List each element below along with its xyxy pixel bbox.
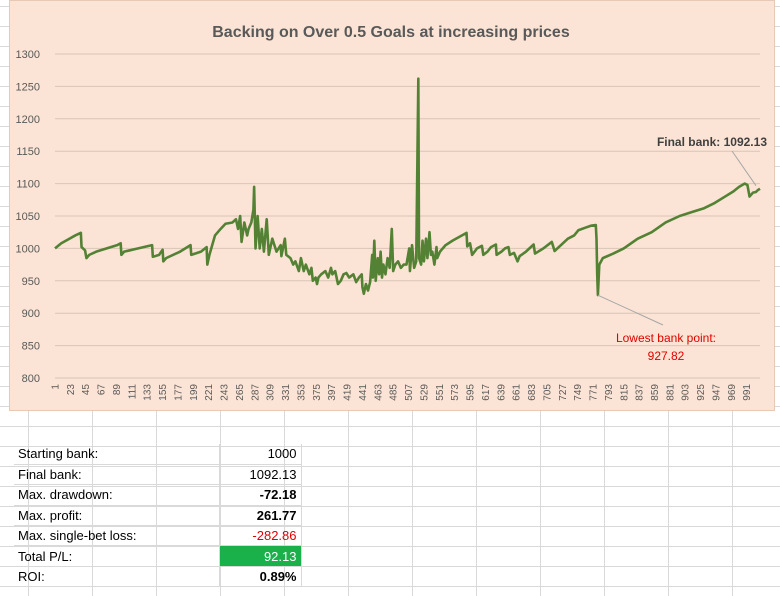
x-tick-label: 595 bbox=[466, 384, 477, 401]
x-tick-label: 991 bbox=[742, 384, 753, 401]
x-tick-label: 177 bbox=[173, 384, 184, 401]
stats-row: Max. drawdown: -72.18 bbox=[14, 484, 302, 506]
x-tick-label: 925 bbox=[696, 384, 707, 401]
x-tick-label: 155 bbox=[158, 384, 169, 401]
x-tick-label: 419 bbox=[343, 384, 354, 401]
y-tick-label: 950 bbox=[22, 276, 40, 288]
stat-value[interactable]: 1092.13 bbox=[219, 464, 302, 486]
y-tick-label: 1300 bbox=[16, 49, 40, 61]
stat-value[interactable]: 261.77 bbox=[219, 505, 302, 527]
x-tick-label: 815 bbox=[619, 384, 630, 401]
y-axis-ticks: 800 850 900 950 1000 1050 1100 1150 1200 1250 1300 bbox=[16, 49, 40, 385]
x-tick-label: 705 bbox=[542, 384, 553, 401]
stat-value[interactable]: -282.86 bbox=[219, 525, 302, 547]
stat-label[interactable]: Final bank: bbox=[14, 464, 220, 486]
x-tick-label: 221 bbox=[204, 384, 215, 401]
x-tick-label: 881 bbox=[665, 384, 676, 401]
y-tick-label: 1100 bbox=[16, 179, 40, 191]
stat-label[interactable]: Max. drawdown: bbox=[14, 484, 220, 506]
lowest-bank-label: Lowest bank point: bbox=[616, 331, 716, 345]
stats-row: Final bank: 1092.13 bbox=[14, 464, 302, 486]
x-tick-label: 903 bbox=[681, 384, 692, 401]
x-tick-label: 111 bbox=[127, 384, 138, 400]
lowest-bank-value: 927.82 bbox=[648, 349, 685, 363]
y-tick-label: 900 bbox=[22, 308, 40, 320]
x-tick-label: 507 bbox=[404, 384, 415, 401]
gridlines bbox=[55, 53, 760, 379]
x-tick-label: 133 bbox=[143, 384, 154, 401]
x-tick-label: 397 bbox=[327, 384, 338, 401]
x-tick-label: 771 bbox=[589, 384, 600, 401]
stats-table: Starting bank: 1000 Final bank: 1092.13 Max.… bbox=[14, 444, 302, 588]
x-tick-label: 837 bbox=[635, 384, 646, 401]
x-tick-label: 463 bbox=[373, 384, 384, 401]
stats-row: Max. single-bet loss: -282.86 bbox=[14, 525, 302, 547]
stats-row: Starting bank: 1000 bbox=[14, 444, 302, 465]
stat-label[interactable]: Max. profit: bbox=[14, 505, 220, 527]
series-layer bbox=[54, 77, 761, 297]
stat-label[interactable]: Starting bank: bbox=[14, 444, 220, 465]
x-tick-label: 199 bbox=[189, 384, 200, 401]
x-tick-label: 441 bbox=[358, 384, 369, 401]
final-bank-label: Final bank: 1092.13 bbox=[657, 135, 767, 149]
x-tick-label: 375 bbox=[312, 384, 323, 401]
y-tick-label: 1050 bbox=[16, 211, 40, 223]
stat-label[interactable]: ROI: bbox=[14, 566, 220, 588]
x-tick-label: 947 bbox=[711, 384, 722, 401]
y-tick-label: 1000 bbox=[16, 243, 40, 255]
y-tick-label: 1250 bbox=[16, 81, 40, 93]
x-tick-label: 617 bbox=[481, 384, 492, 401]
x-tick-label: 45 bbox=[81, 384, 92, 396]
y-tick-label: 800 bbox=[22, 373, 40, 385]
stat-value[interactable]: 92.13 bbox=[219, 545, 302, 567]
x-tick-label: 67 bbox=[97, 384, 108, 396]
x-tick-label: 551 bbox=[435, 384, 446, 401]
x-tick-label: 353 bbox=[296, 384, 307, 401]
chart-title: Backing on Over 0.5 Goals at increasing … bbox=[212, 24, 570, 41]
stat-label[interactable]: Max. single-bet loss: bbox=[14, 525, 220, 547]
x-tick-label: 661 bbox=[512, 384, 523, 401]
x-tick-label: 683 bbox=[527, 384, 538, 401]
y-tick-label: 850 bbox=[22, 341, 40, 353]
line-chart: Backing on Over 0.5 Goals at increasing … bbox=[16, 24, 768, 401]
x-tick-label: 749 bbox=[573, 384, 584, 401]
x-tick-label: 331 bbox=[281, 384, 292, 401]
annotations: Final bank: 1092.13 Lowest bank point: 9… bbox=[597, 135, 767, 363]
x-tick-label: 89 bbox=[112, 384, 123, 396]
stat-value[interactable]: -72.18 bbox=[219, 484, 302, 506]
x-tick-label: 243 bbox=[220, 384, 231, 401]
x-tick-label: 309 bbox=[266, 384, 277, 401]
x-tick-label: 265 bbox=[235, 384, 246, 401]
x-axis-ticks: 1 23 45 67 89 111 133 155 177 199 221 243 265 287 309 3… bbox=[51, 384, 754, 401]
x-tick-label: 639 bbox=[496, 384, 507, 401]
x-tick-label: 485 bbox=[389, 384, 400, 401]
stats-row: Total P/L: 92.13 bbox=[14, 545, 302, 567]
final-bank-leader-line bbox=[731, 150, 757, 186]
x-tick-label: 727 bbox=[558, 384, 569, 401]
y-tick-label: 1200 bbox=[16, 114, 40, 126]
stat-value[interactable]: 1000 bbox=[219, 444, 302, 465]
stats-row: Max. profit: 261.77 bbox=[14, 505, 302, 527]
y-tick-label: 1150 bbox=[16, 146, 40, 158]
stat-value[interactable]: 0.89% bbox=[219, 566, 302, 588]
x-tick-label: 573 bbox=[450, 384, 461, 401]
x-tick-label: 23 bbox=[66, 384, 77, 396]
lowest-bank-leader-line bbox=[597, 294, 664, 326]
x-tick-label: 287 bbox=[250, 384, 261, 401]
bank-series-line bbox=[54, 77, 761, 297]
x-tick-label: 1 bbox=[51, 384, 62, 390]
stats-row: ROI: 0.89% bbox=[14, 566, 302, 588]
x-tick-label: 793 bbox=[604, 384, 615, 401]
x-tick-label: 859 bbox=[650, 384, 661, 401]
x-tick-label: 529 bbox=[419, 384, 430, 401]
x-tick-label: 969 bbox=[727, 384, 738, 401]
chart-area[interactable]: Backing on Over 0.5 Goals at increasing … bbox=[9, 0, 775, 411]
stat-label[interactable]: Total P/L: bbox=[14, 545, 220, 567]
